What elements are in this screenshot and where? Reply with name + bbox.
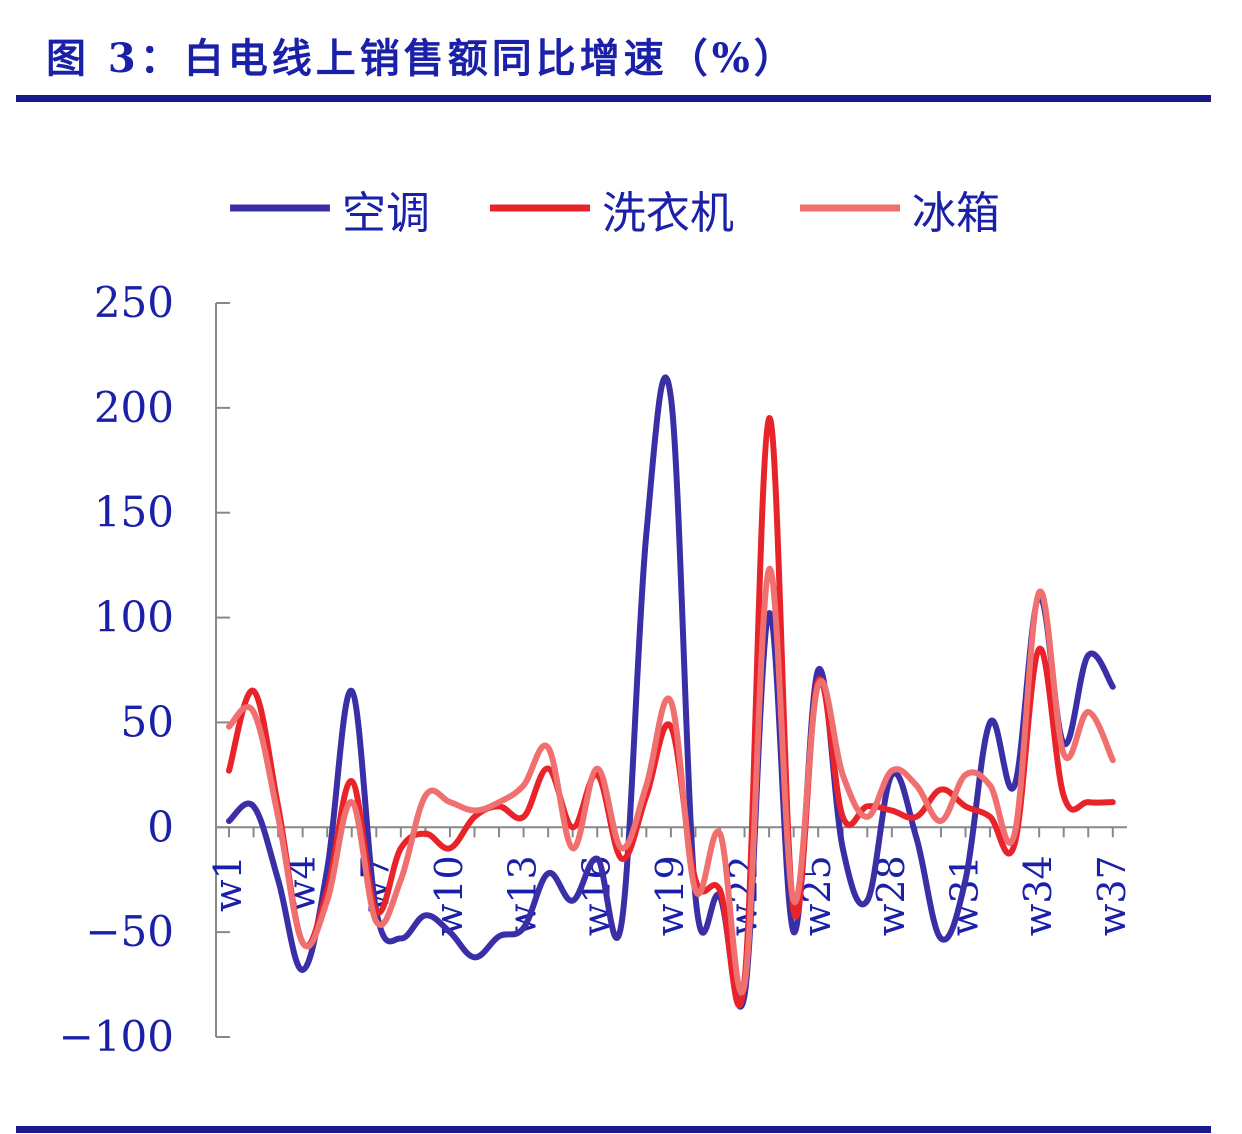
- legend: 空调 洗衣机 冰箱: [230, 188, 1000, 239]
- legend-label: 冰箱: [912, 188, 1000, 239]
- top-rule: [16, 95, 1211, 102]
- x-tick-label: w10: [427, 855, 471, 936]
- legend-label: 洗衣机: [602, 188, 734, 239]
- y-tick-label: 0: [147, 802, 174, 851]
- x-tick-label: w19: [648, 855, 692, 936]
- y-tick-label: 50: [121, 697, 174, 746]
- y-tick-label: −100: [59, 1012, 174, 1061]
- series-line-1: [226, 374, 1116, 1010]
- y-tick-label: 200: [94, 383, 174, 432]
- legend-label: 空调: [342, 188, 430, 239]
- bottom-rule: [16, 1126, 1211, 1133]
- series-line-3: [226, 566, 1116, 996]
- y-tick-label: 100: [94, 593, 174, 642]
- figure-title: 图 3：白电线上销售额同比增速（%）: [46, 35, 798, 82]
- x-tick-label: w37: [1090, 855, 1134, 936]
- y-tick-label: −50: [85, 907, 174, 956]
- series-lines: [226, 374, 1116, 1010]
- y-tick-label: 150: [94, 488, 174, 537]
- x-tick-label: w1: [206, 855, 250, 912]
- y-tick-label: 250: [94, 278, 174, 327]
- x-tick-label: w34: [1016, 855, 1060, 936]
